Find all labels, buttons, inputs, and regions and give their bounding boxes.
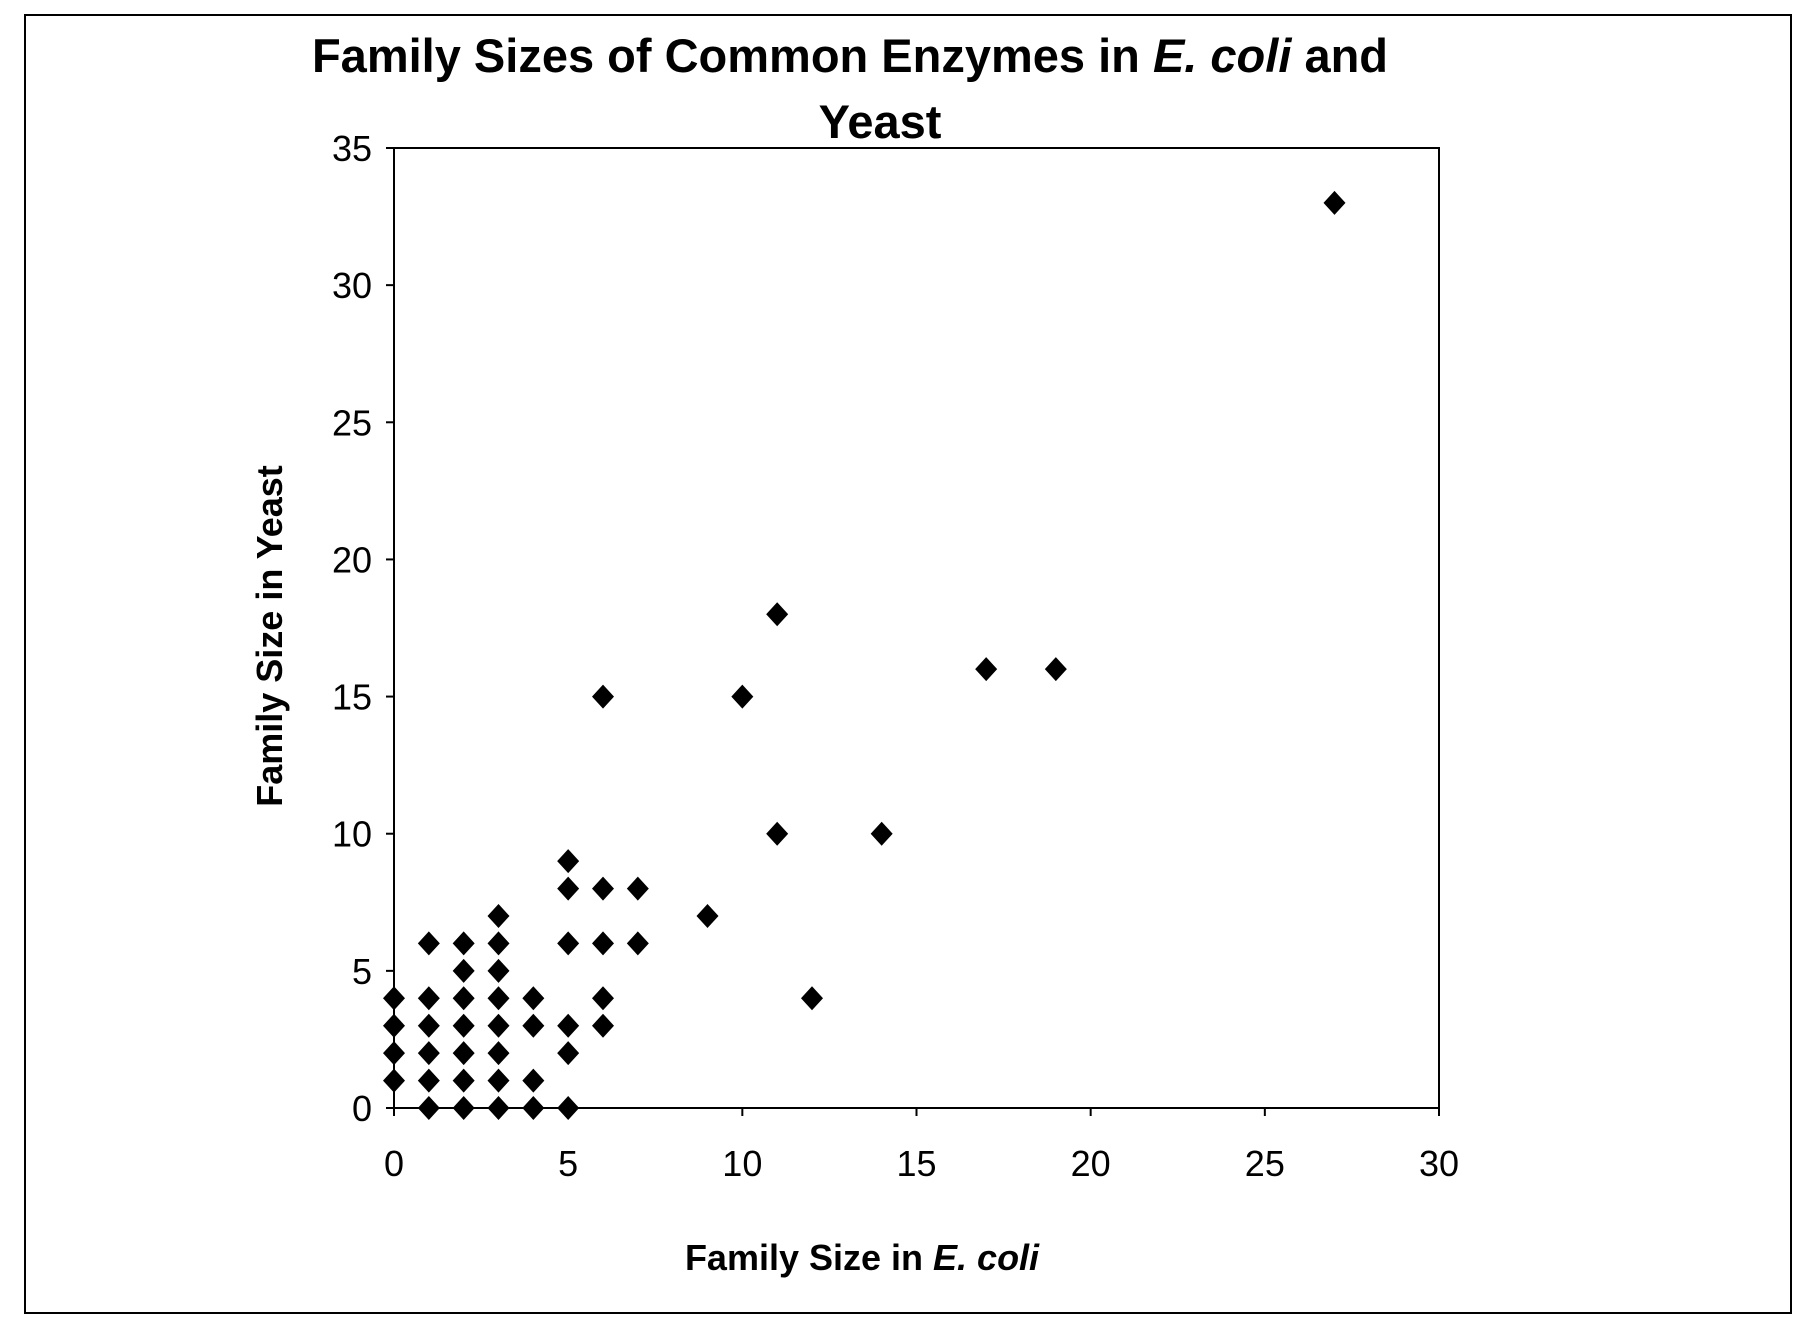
chart-title-prefix: Family Sizes of Common Enzymes in: [312, 29, 1153, 82]
data-point-diamond: [452, 1068, 475, 1093]
y-tick-label: 0: [352, 1088, 372, 1129]
y-axis-title: Family Size in Yeast: [249, 465, 290, 807]
data-point-diamond: [487, 1096, 510, 1120]
data-point-diamond: [1044, 657, 1067, 682]
data-point-diamond: [487, 931, 510, 956]
data-point-diamond: [592, 986, 614, 1011]
data-point-diamond: [766, 821, 789, 846]
x-tick-label: 10: [722, 1143, 762, 1184]
data-point-diamond: [557, 931, 580, 956]
data-point-diamond: [383, 1041, 405, 1066]
y-tick-label: 30: [332, 265, 372, 306]
y-axis-ticks: 0 5 10 15 20 25 30 35: [332, 128, 394, 1129]
chart-title-italic: E. coli: [1153, 29, 1292, 82]
data-point-diamond: [801, 986, 823, 1011]
data-point-diamond: [487, 958, 510, 983]
data-point-diamond: [452, 1041, 475, 1066]
data-point-diamond: [487, 1013, 510, 1038]
data-point-diamond: [452, 958, 475, 983]
x-axis-title: Family Size in E. coli: [685, 1237, 1040, 1278]
data-point-diamond: [557, 1013, 580, 1038]
data-point-diamond: [522, 1013, 545, 1038]
data-point-diamond: [626, 931, 649, 956]
y-tick-label: 35: [332, 128, 372, 169]
data-point-diamond: [417, 1013, 440, 1038]
x-tick-label: 25: [1245, 1143, 1285, 1184]
chart-title-suffix: and: [1291, 29, 1388, 82]
x-tick-label: 20: [1071, 1143, 1111, 1184]
chart-title-line2: Yeast: [819, 95, 942, 148]
data-point-diamond: [766, 602, 789, 627]
x-axis-title-prefix: Family Size in: [685, 1237, 933, 1278]
chart-title-line1: Family Sizes of Common Enzymes in E. col…: [312, 29, 1388, 82]
data-point-diamond: [417, 986, 440, 1011]
data-point-diamond: [487, 986, 510, 1011]
data-point-diamond: [592, 684, 614, 709]
data-point-diamond: [452, 986, 475, 1011]
y-tick-label: 10: [332, 814, 372, 855]
data-point-diamond: [452, 931, 475, 956]
data-point-diamond: [557, 1096, 580, 1120]
x-tick-label: 15: [896, 1143, 936, 1184]
x-tick-label: 5: [558, 1143, 578, 1184]
data-point-diamond: [731, 684, 754, 709]
y-tick-label: 15: [332, 677, 372, 718]
data-point-diamond: [522, 1096, 545, 1120]
data-point-diamond: [487, 904, 510, 928]
data-point-diamond: [592, 876, 614, 901]
data-point-diamond: [522, 986, 545, 1011]
data-point-diamond: [452, 1096, 475, 1120]
data-point-diamond: [417, 1068, 440, 1093]
data-point-diamond: [452, 1013, 475, 1038]
data-point-diamond: [383, 986, 405, 1011]
plot-area: [393, 147, 1440, 1109]
x-tick-label: 30: [1419, 1143, 1459, 1184]
x-axis-title-italic: E. coli: [933, 1237, 1040, 1278]
data-point-diamond: [487, 1068, 510, 1093]
data-point-diamond: [870, 821, 893, 846]
data-point-diamond: [626, 876, 649, 901]
y-tick-label: 5: [352, 951, 372, 992]
chart-frame: [24, 14, 1792, 1314]
data-point-diamond: [975, 657, 998, 682]
data-point-diamond: [1323, 190, 1346, 215]
data-points: [383, 190, 1346, 1120]
data-point-diamond: [557, 876, 580, 901]
x-axis-ticks: 0 5 10 15 20 25 30: [384, 1108, 1459, 1184]
data-point-diamond: [383, 1068, 405, 1093]
data-point-diamond: [522, 1068, 545, 1093]
data-point-diamond: [383, 1013, 405, 1038]
data-point-diamond: [417, 931, 440, 956]
data-point-diamond: [557, 1041, 580, 1066]
x-tick-label: 0: [384, 1143, 404, 1184]
data-point-diamond: [417, 1041, 440, 1066]
data-point-diamond: [592, 931, 614, 956]
data-point-diamond: [487, 1041, 510, 1066]
data-point-diamond: [592, 1013, 614, 1038]
y-tick-label: 25: [332, 402, 372, 443]
y-tick-label: 20: [332, 539, 372, 580]
data-point-diamond: [417, 1096, 440, 1120]
data-point-diamond: [696, 904, 719, 928]
data-point-diamond: [557, 849, 580, 874]
